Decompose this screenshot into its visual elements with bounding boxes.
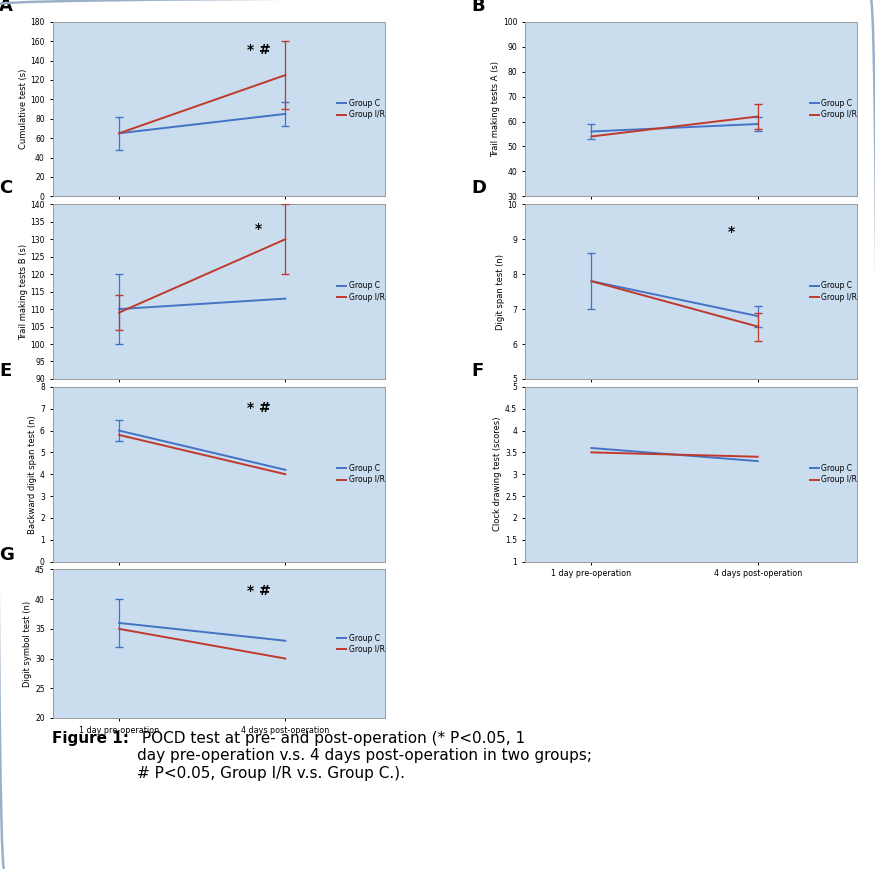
- Text: *: *: [727, 225, 735, 239]
- Y-axis label: Backward digit span test (n): Backward digit span test (n): [28, 415, 38, 534]
- Text: Figure 1:: Figure 1:: [52, 731, 130, 746]
- Y-axis label: Digit span test (n): Digit span test (n): [496, 254, 505, 329]
- Text: B: B: [472, 0, 486, 15]
- Text: POCD test at pre- and post-operation (* P<0.05, 1
day pre-operation v.s. 4 days : POCD test at pre- and post-operation (* …: [137, 731, 592, 780]
- Legend: Group C, Group I/R: Group C, Group I/R: [337, 464, 385, 484]
- Legend: Group C, Group I/R: Group C, Group I/R: [809, 282, 857, 302]
- Text: *: *: [255, 222, 262, 235]
- Y-axis label: Trail making tests A (s): Trail making tests A (s): [491, 61, 500, 157]
- Text: * #: * #: [247, 401, 270, 415]
- Y-axis label: Trail making tests B (s): Trail making tests B (s): [18, 243, 28, 340]
- Text: F: F: [472, 362, 484, 380]
- Text: * #: * #: [247, 43, 270, 56]
- Text: C: C: [0, 179, 12, 197]
- Legend: Group C, Group I/R: Group C, Group I/R: [337, 634, 385, 653]
- Text: G: G: [0, 546, 14, 564]
- Legend: Group C, Group I/R: Group C, Group I/R: [809, 464, 857, 484]
- Legend: Group C, Group I/R: Group C, Group I/R: [337, 282, 385, 302]
- Text: * #: * #: [247, 584, 270, 599]
- Text: E: E: [0, 362, 11, 380]
- Legend: Group C, Group I/R: Group C, Group I/R: [809, 99, 857, 119]
- Y-axis label: Digit symbol test (n): Digit symbol test (n): [24, 600, 32, 687]
- Y-axis label: Cumulative test (s): Cumulative test (s): [18, 69, 28, 149]
- Legend: Group C, Group I/R: Group C, Group I/R: [337, 99, 385, 119]
- Text: A: A: [0, 0, 13, 15]
- Text: D: D: [472, 179, 487, 197]
- Y-axis label: Clock drawing test (scores): Clock drawing test (scores): [493, 417, 502, 532]
